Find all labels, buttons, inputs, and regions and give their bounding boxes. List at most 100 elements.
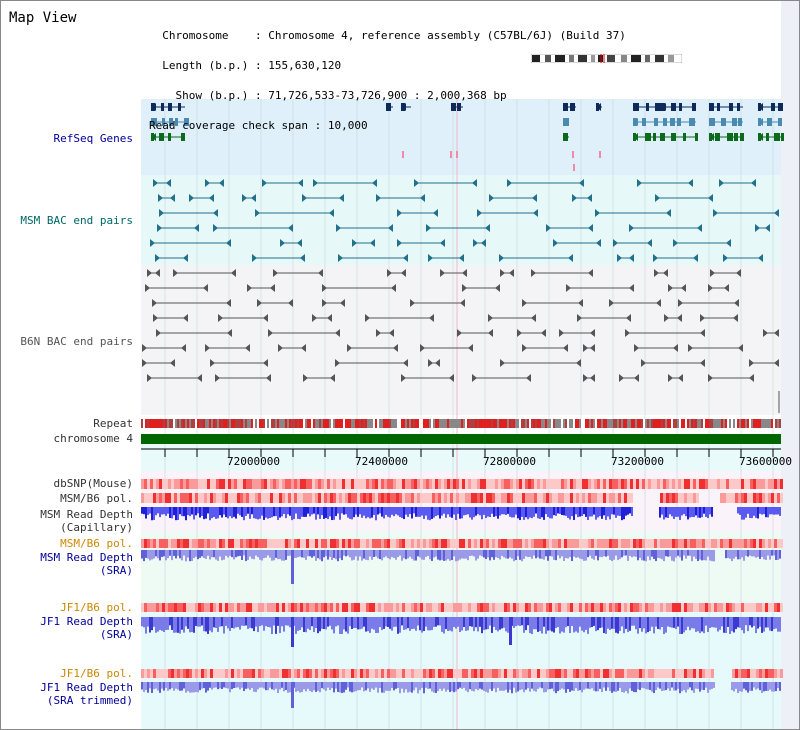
- heat-cell: [156, 669, 159, 678]
- heat-cell: [663, 493, 666, 503]
- track-label-jf1-depth-trim-1: JF1 Read Depth: [40, 681, 133, 694]
- depth-bar: [341, 507, 343, 514]
- heat-cell: [435, 479, 438, 489]
- heat-cell: [453, 493, 456, 503]
- heat-cell: [537, 479, 540, 489]
- depth-bar: [487, 550, 489, 558]
- heat-cell: [714, 539, 717, 548]
- depth-bar: [711, 550, 713, 562]
- depth-bar: [283, 682, 285, 692]
- depth-bar: [711, 682, 713, 689]
- heat-cell: [474, 493, 477, 503]
- depth-bar: [607, 550, 609, 556]
- depth-bar: [687, 550, 689, 556]
- repeat-cell: [617, 419, 619, 428]
- repeat-cell: [439, 419, 441, 428]
- heat-cell: [471, 603, 474, 612]
- depth-bar: [237, 550, 239, 557]
- depth-bar: [351, 682, 353, 693]
- heat-cell: [249, 479, 252, 489]
- depth-bar: [625, 617, 627, 629]
- depth-bar: [733, 617, 735, 633]
- depth-bar: [305, 682, 307, 692]
- heat-cell: [531, 479, 534, 489]
- depth-bar: [291, 507, 293, 521]
- depth-bar: [711, 507, 713, 517]
- depth-bar: [295, 550, 297, 558]
- depth-bar: [747, 617, 749, 632]
- depth-bar: [143, 682, 145, 693]
- depth-bar: [433, 550, 435, 558]
- repeat-cell: [525, 419, 527, 428]
- heat-cell: [417, 479, 420, 489]
- heat-cell: [609, 539, 612, 548]
- repeat-cell: [575, 419, 577, 428]
- depth-bar: [529, 617, 531, 634]
- track-label-refseq: RefSeq Genes: [53, 132, 133, 145]
- heat-cell: [516, 603, 519, 612]
- heat-cell: [642, 479, 645, 489]
- depth-bar: [597, 617, 599, 631]
- heat-cell: [228, 669, 231, 678]
- depth-bar: [219, 550, 221, 557]
- depth-bar: [767, 507, 769, 518]
- gene-arrow: [633, 133, 638, 141]
- heat-cell: [741, 669, 744, 678]
- heat-cell: [312, 493, 315, 503]
- chromosome-ideogram[interactable]: [531, 54, 682, 63]
- bac-end: [145, 284, 150, 292]
- depth-bar: [731, 550, 733, 562]
- bac-end: [526, 374, 531, 382]
- depth-bar: [521, 507, 523, 517]
- gene-exon: [778, 103, 783, 111]
- heat-cell: [339, 603, 342, 612]
- heat-cell: [555, 603, 558, 612]
- depth-bar: [171, 507, 173, 519]
- depth-bar: [197, 550, 199, 560]
- depth-bar: [371, 682, 373, 689]
- heat-cell: [579, 669, 582, 678]
- heat-cell: [342, 603, 345, 612]
- repeat-cell: [637, 419, 639, 428]
- depth-bar: [145, 682, 147, 691]
- depth-bar: [585, 507, 587, 517]
- heat-cell: [342, 539, 345, 548]
- heat-cell: [774, 669, 777, 678]
- depth-bar: [593, 617, 595, 626]
- heat-cell: [261, 479, 264, 489]
- heat-cell: [363, 669, 366, 678]
- repeat-cell: [579, 419, 581, 428]
- bac-end: [693, 254, 698, 262]
- repeat-cell: [153, 419, 155, 428]
- bac-end: [749, 374, 754, 382]
- heat-cell: [339, 539, 342, 548]
- depth-bar: [651, 682, 653, 692]
- heat-cell: [195, 479, 198, 489]
- repeat-cell: [237, 419, 239, 428]
- heat-cell: [141, 493, 144, 503]
- heat-cell: [225, 493, 228, 503]
- depth-bar: [559, 682, 561, 690]
- bac-end: [433, 209, 438, 217]
- bac-end: [365, 314, 370, 322]
- depth-bar: [463, 682, 465, 688]
- depth-bar: [673, 682, 675, 691]
- heat-cell: [558, 539, 561, 548]
- heat-cell: [213, 539, 216, 548]
- heat-cell: [144, 493, 147, 503]
- heat-cell: [519, 603, 522, 612]
- bac-end: [472, 374, 477, 382]
- gene-mark: [450, 151, 452, 158]
- depth-bar: [437, 550, 439, 560]
- depth-bar: [337, 507, 339, 514]
- depth-bar: [499, 682, 501, 691]
- repeat-cell: [299, 419, 301, 428]
- heat-cell: [465, 479, 468, 489]
- depth-bar: [299, 507, 301, 520]
- depth-bar: [381, 507, 383, 517]
- heat-cell: [555, 539, 558, 548]
- repeat-cell: [349, 419, 351, 428]
- heat-cell: [666, 669, 669, 678]
